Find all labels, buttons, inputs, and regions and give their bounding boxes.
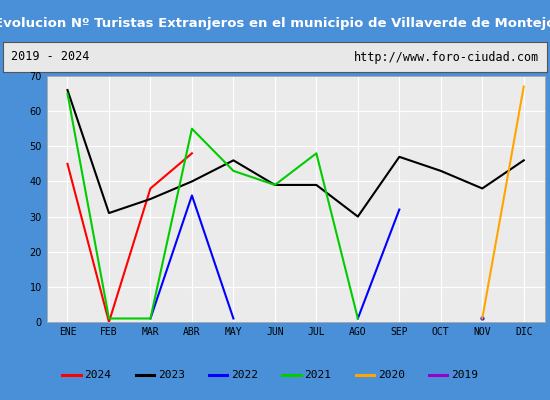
Text: 2022: 2022 — [231, 370, 258, 380]
Text: 2023: 2023 — [158, 370, 185, 380]
Text: 2020: 2020 — [378, 370, 405, 380]
Text: 2019 - 2024: 2019 - 2024 — [11, 50, 89, 64]
Text: 2021: 2021 — [304, 370, 331, 380]
Text: Evolucion Nº Turistas Extranjeros en el municipio de Villaverde de Montejo: Evolucion Nº Turistas Extranjeros en el … — [0, 16, 550, 30]
Text: http://www.foro-ciudad.com: http://www.foro-ciudad.com — [354, 50, 539, 64]
Text: 2019: 2019 — [451, 370, 478, 380]
Text: 2024: 2024 — [84, 370, 111, 380]
